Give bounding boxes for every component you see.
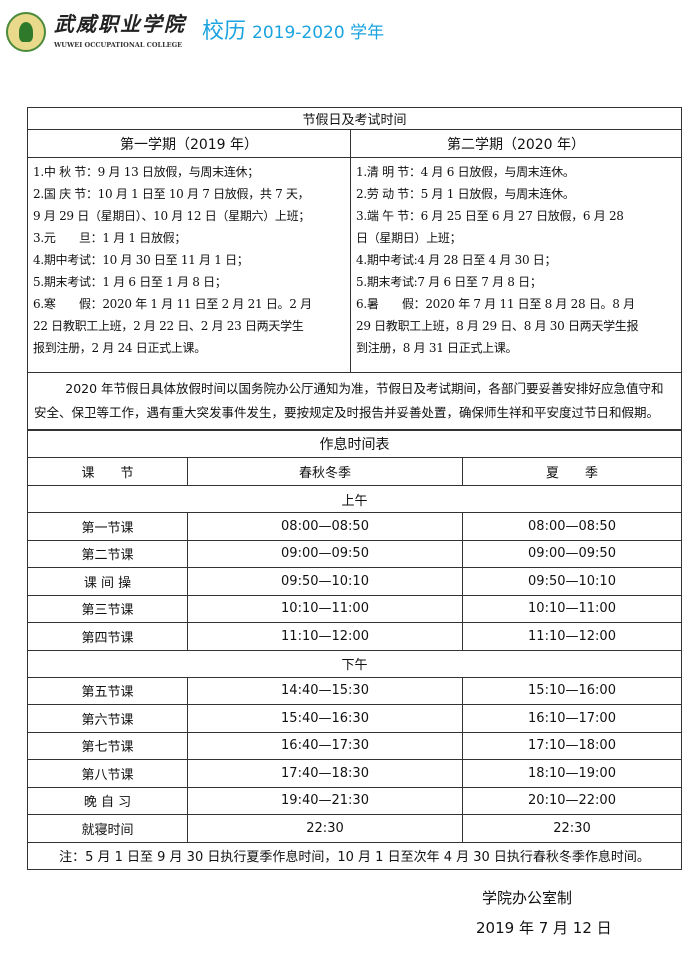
time-summer: 11:10—12:00 [528, 628, 616, 644]
sem1-line: 9 月 29 日（星期日）、10 月 12 日（星期六）上班； [33, 209, 311, 223]
sem2-line: 日（星期日）上班； [356, 231, 462, 245]
sem1-heading: 第一学期（2019 年） [28, 130, 351, 157]
period-name: 晚 自 习 [28, 787, 188, 814]
col-header-period: 课 节 [28, 458, 188, 485]
holiday-table: 节假日及考试时间 第一学期（2019 年） 第二学期（2020 年） 1.中 秋… [27, 107, 682, 430]
period-name: 第七节课 [28, 732, 188, 759]
time-spring-autumn-winter: 22:30 [188, 815, 463, 842]
sem2-line: 4.期中考试:4 月 28 日至 4 月 30 日； [356, 253, 557, 267]
schedule-row: 第六节课 15:40—16:30 16:10—17:00 [28, 705, 681, 733]
college-name-cn: 武威职业学院 [54, 12, 186, 36]
time-spring-autumn-winter: 16:40—17:30 [188, 732, 463, 759]
sem2-line: 3.端 午 节：6 月 25 日至 6 月 27 日放假，6 月 28 [356, 209, 624, 223]
sem1-line: 3.元 旦：1 月 1 日放假； [33, 231, 187, 245]
college-logo-icon [6, 12, 46, 52]
time-spring-autumn-winter: 15:40—16:30 [188, 705, 463, 732]
period-name: 第八节课 [28, 760, 188, 787]
time-summer: 15:10—16:00 [528, 683, 616, 699]
schedule-row: 就寝时间 22:30 22:30 [28, 815, 681, 843]
title-text: 校历 [202, 19, 247, 44]
period-name: 第二节课 [28, 540, 188, 567]
sem2-line: 5.期末考试:7 月 6 日至 7 月 8 日； [356, 275, 542, 289]
time-summer: 09:50—10:10 [528, 573, 616, 589]
schedule-table: 作息时间表 课 节 春秋冬季 夏 季 上午 第一节课 08:00—08:50 08:0… [27, 430, 682, 870]
time-spring-autumn-winter: 14:40—15:30 [188, 677, 463, 704]
sem2-heading: 第二学期（2020 年） [446, 136, 586, 153]
sem2-line: 2.劳 动 节：5 月 1 日放假，与周末连休。 [356, 187, 575, 201]
time-spring-autumn-winter: 08:00—08:50 [188, 513, 463, 540]
sem2-line: 6.暑 假：2020 年 7 月 11 日至 8 月 28 日。8 月 [356, 297, 635, 311]
period-name: 第一节课 [28, 513, 188, 540]
time-spring-autumn-winter: 09:00—09:50 [188, 540, 463, 567]
time-summer: 10:10—11:00 [528, 601, 616, 617]
time-summer: 09:00—09:50 [528, 546, 616, 562]
schedule-row: 第二节课 09:00—09:50 09:00—09:50 [28, 540, 681, 568]
time-summer: 18:10—19:00 [528, 765, 616, 781]
period-name: 第四节课 [28, 623, 188, 650]
academic-year: 2019-2020 学年 [252, 23, 385, 43]
schedule-row: 第八节课 17:40—18:30 18:10—19:00 [28, 760, 681, 788]
time-summer: 08:00—08:50 [528, 518, 616, 534]
morning-label: 上午 [341, 493, 368, 509]
page-title: 校历 2019-2020 学年 [202, 18, 384, 47]
afternoon-label: 下午 [341, 658, 368, 673]
sem1-line: 2.国 庆 节：10 月 1 日至 10 月 7 日放假，共 7 天， [33, 187, 310, 201]
period-name: 第六节课 [28, 705, 188, 732]
sem1-line: 6.寒 假：2020 年 1 月 11 日至 2 月 21 日。2 月 [33, 297, 312, 311]
issue-date: 2019 年 7 月 12 日 [476, 918, 612, 937]
col-header-spring-autumn-winter: 春秋冬季 [188, 458, 463, 485]
sem2-line: 到注册，8 月 31 日正式上课。 [356, 341, 518, 355]
time-spring-autumn-winter: 19:40—21:30 [188, 787, 463, 814]
holiday-table-title: 节假日及考试时间 [302, 113, 407, 128]
sem1-line: 22 日教职工上班，2 月 22 日、2 月 23 日两天学生 [33, 319, 304, 333]
period-name: 第三节课 [28, 595, 188, 622]
sem1-line: 4.期中考试：10 月 30 日至 11 月 1 日； [33, 253, 249, 267]
time-summer: 20:10—22:00 [528, 793, 616, 809]
sem2-details: 1.清 明 节：4 月 6 日放假，与周末连休。 2.劳 动 节：5 月 1 日放… [351, 158, 681, 372]
college-name-en: WUWEI OCCUPATIONAL COLLEGE [54, 41, 183, 49]
period-name: 就寝时间 [28, 815, 188, 842]
sem2-line: 29 日教职工上班，8 月 29 日、8 月 30 日两天学生报 [356, 319, 639, 333]
schedule-row: 第三节课 10:10—11:00 10:10—11:00 [28, 595, 681, 623]
period-name: 第五节课 [28, 677, 188, 704]
holiday-note: 2020 年节假日具体放假时间以国务院办公厅通知为准，节假日及考试期间，各部门要… [34, 381, 664, 420]
time-spring-autumn-winter: 09:50—10:10 [188, 568, 463, 595]
schedule-row: 第五节课 14:40—15:30 15:10—16:00 [28, 677, 681, 705]
time-spring-autumn-winter: 11:10—12:00 [188, 623, 463, 650]
col-header-summer: 夏 季 [545, 466, 598, 481]
schedule-row: 晚 自 习 19:40—21:30 20:10—22:00 [28, 787, 681, 815]
schedule-row: 第七节课 16:40—17:30 17:10—18:00 [28, 732, 681, 760]
time-spring-autumn-winter: 17:40—18:30 [188, 760, 463, 787]
schedule-row: 第四节课 11:10—12:00 11:10—12:00 [28, 623, 681, 651]
sem1-line: 报到注册，2 月 24 日正式上课。 [33, 341, 206, 355]
sem1-details: 1.中 秋 节：9 月 13 日放假，与周末连休； 2.国 庆 节：10 月 1 … [28, 158, 351, 372]
schedule-row: 第一节课 08:00—08:50 08:00—08:50 [28, 513, 681, 541]
period-name: 课 间 操 [28, 568, 188, 595]
schedule-note: 注：5 月 1 日至 9 月 30 日执行夏季作息时间，10 月 1 日至次年 … [59, 850, 650, 865]
time-summer: 22:30 [553, 820, 591, 836]
schedule-title: 作息时间表 [319, 437, 390, 453]
sem1-line: 5.期末考试：1 月 6 日至 1 月 8 日； [33, 275, 227, 289]
issuer: 学院办公室制 [482, 888, 573, 907]
time-summer: 17:10—18:00 [528, 738, 616, 754]
sem2-line: 1.清 明 节：4 月 6 日放假，与周末连休。 [356, 165, 575, 179]
page-header: 武威职业学院 WUWEI OCCUPATIONAL COLLEGE 校历 2019… [0, 0, 698, 107]
sem1-line: 1.中 秋 节：9 月 13 日放假，与周末连休； [33, 165, 259, 179]
time-spring-autumn-winter: 10:10—11:00 [188, 595, 463, 622]
schedule-row: 课 间 操 09:50—10:10 09:50—10:10 [28, 568, 681, 596]
time-summer: 16:10—17:00 [528, 710, 616, 726]
